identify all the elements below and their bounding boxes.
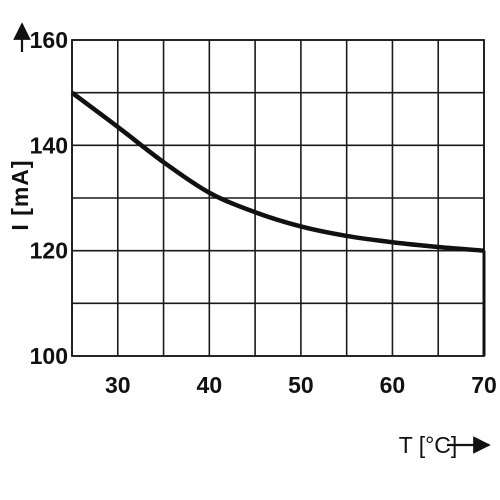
x-tick-label: 50 xyxy=(288,372,314,398)
x-tick-label: 60 xyxy=(380,372,406,398)
plot-frame xyxy=(71,39,485,357)
x-tick-label: 70 xyxy=(471,372,497,398)
current-temperature-curve xyxy=(70,90,485,253)
y-tick-label: 120 xyxy=(30,238,68,264)
y-axis-title: I [mA] xyxy=(7,159,33,230)
x-tick-label: 40 xyxy=(197,372,223,398)
y-tick-label: 100 xyxy=(30,343,68,369)
grid xyxy=(71,39,485,357)
x-tick-label: 30 xyxy=(105,372,131,398)
y-tick-label: 160 xyxy=(30,27,68,53)
y-tick-label: 140 xyxy=(30,132,68,158)
series-layer xyxy=(70,90,486,356)
y-tick-labels: 100 120 140 160 xyxy=(30,27,68,369)
x-tick-labels: 30 40 50 60 70 xyxy=(105,372,497,398)
